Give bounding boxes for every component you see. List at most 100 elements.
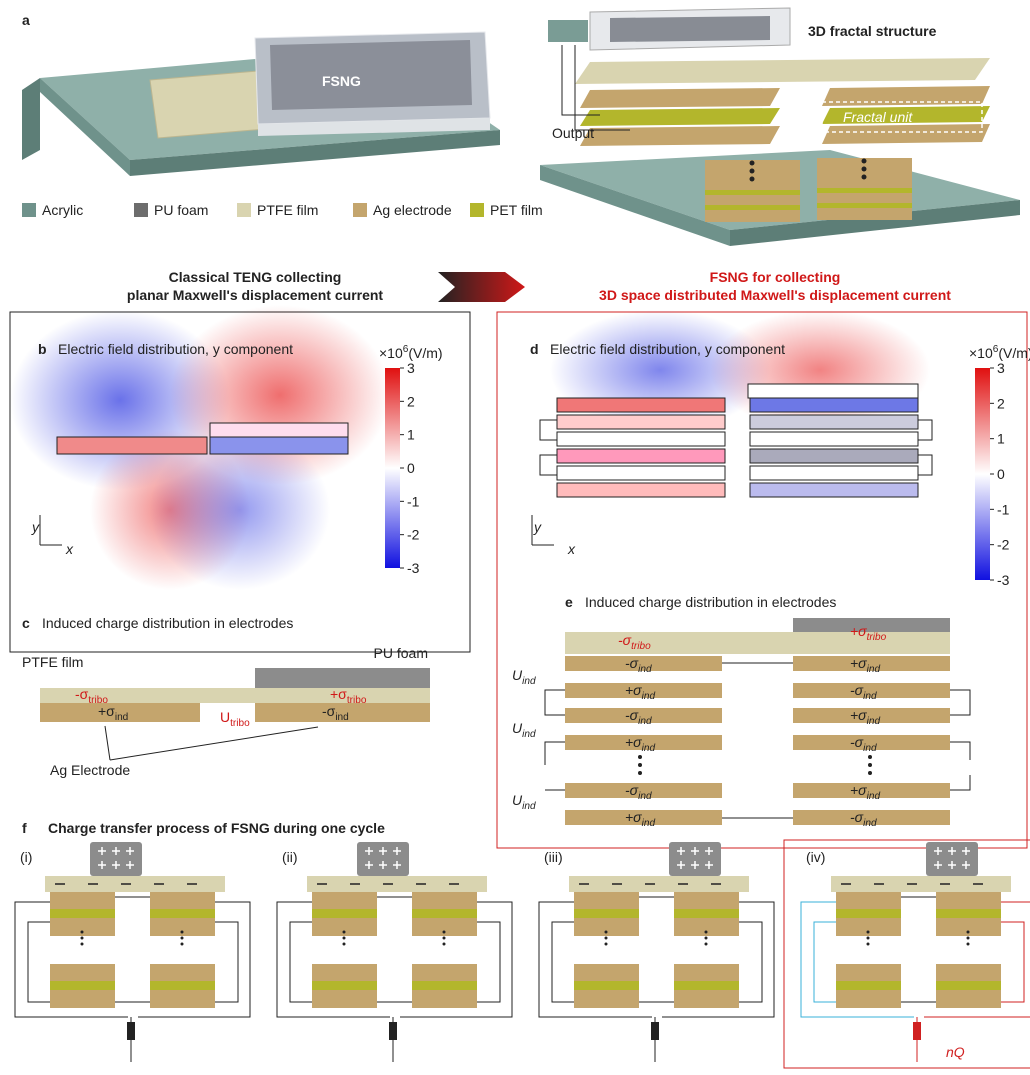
tick-label: -3 [997,572,1010,588]
electrode [793,810,950,825]
wire [544,741,565,765]
ptfe [45,876,225,892]
tick-label: 3 [407,360,415,376]
dots [638,763,642,767]
text-part: ind [867,664,881,675]
dots [966,930,970,934]
text-part: tribo [88,695,108,706]
text-part: 1 [997,431,1005,447]
tick-label: -2 [407,527,420,543]
text-part: Induced charge distribution in electrode… [42,615,293,631]
text-part: 1 [407,427,415,443]
text-part: Charge transfer process of FSNG during o… [48,820,385,836]
wire [950,741,971,760]
text-part: 3 [997,360,1005,376]
charge-label: Uind [512,792,536,812]
field-map [10,305,390,590]
dots [604,942,608,946]
wire [739,921,763,1003]
text-part: nQ [946,1044,965,1060]
text-part: -σ [618,632,632,648]
text-part: U [220,709,230,725]
text-part: ind [638,791,652,802]
colorbar-unit: ×106(V/m) [379,344,443,361]
charge-label: +σind [850,655,880,675]
layers-e [544,618,971,825]
dots [180,930,184,934]
pet [50,909,115,918]
text-part: Acrylic [42,202,83,218]
text-part: (i) [20,849,32,865]
pet [836,909,901,918]
text-part: planar Maxwell's displacement current [127,287,384,303]
text-part: -2 [407,527,420,543]
step-diagram [538,842,775,1062]
text-part: -1 [407,493,420,509]
text-part: ind [863,818,877,829]
text-part: ind [867,716,881,727]
text-part: PET film [490,202,543,218]
text-part: -2 [997,537,1010,553]
text-part: +σ [330,686,347,702]
charge-label: +σtribo [850,623,887,643]
text-part: ×10 [969,345,993,361]
charge-label: +σind [625,809,655,829]
electrode [793,735,950,750]
text-part: tribo [230,718,250,729]
wire [813,921,836,1003]
wire [950,775,971,791]
dots [442,936,446,940]
text-part: tribo [867,632,887,643]
charge-label: -σtribo [618,632,651,652]
legend-label: PTFE film [257,202,318,218]
text-part: ind [638,716,652,727]
text-part: 3 [407,360,415,376]
dots [80,936,84,940]
dots [342,942,346,946]
tick-label: -1 [407,493,420,509]
wire [400,901,513,1018]
charge-label: +σind [98,703,128,723]
ptfe [831,876,1011,892]
header: Classical TENG collecting [169,269,342,285]
tick-label: 2 [997,395,1005,411]
charge-label: -σind [850,682,877,702]
text-part: +σ [625,734,642,750]
wire [276,901,390,1018]
charge-label: -σind [625,707,652,727]
charge-label: -σind [625,782,652,802]
panel-title: Electric field distribution, y component [58,341,293,357]
header: 3D space distributed Maxwell's displacem… [599,287,951,303]
dots [604,930,608,934]
electrode [565,683,722,698]
text-part: ind [867,791,881,802]
pet [312,909,377,918]
legend-swatch [353,203,367,217]
charge-label: +σind [625,734,655,754]
text-part: PTFE film [257,202,318,218]
pet [150,981,215,990]
unit-label: Fractal unit [843,109,913,125]
panel-label: e [565,594,573,610]
legend [22,203,484,217]
dots [638,771,642,775]
charge-label: Uind [512,720,536,740]
text-part: -σ [625,782,639,798]
panel-label: d [530,341,539,357]
pet [574,981,639,990]
text-part: ind [522,676,536,687]
text-part: U [512,792,523,808]
layer-label: PU foam [374,645,428,661]
wire [950,689,971,716]
ptfe [569,876,749,892]
text-part: -σ [850,734,864,750]
dots [704,936,708,940]
charge-label: +σind [850,782,880,802]
dots [342,936,346,940]
panel-title: Induced charge distribution in electrode… [585,594,836,610]
text-part: -σ [75,686,89,702]
structure-label: 3D fractal structure [808,23,937,39]
pet [412,981,477,990]
panel-label: a [22,12,30,28]
